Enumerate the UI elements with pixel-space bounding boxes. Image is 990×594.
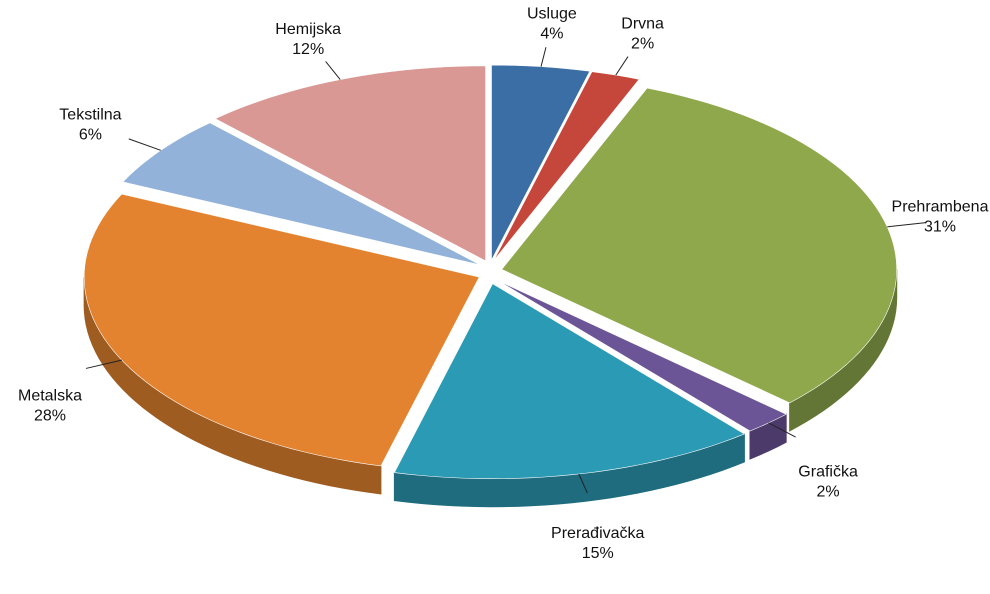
slice bbox=[83, 193, 480, 467]
slice-label: Metalska bbox=[18, 388, 82, 405]
slice-value-label: 28% bbox=[34, 408, 66, 425]
slice-label: Drvna bbox=[621, 16, 664, 33]
slice-label: Prerađivačka bbox=[551, 525, 644, 542]
slice-label: Prehrambena bbox=[892, 199, 989, 216]
slice-label: Tekstilna bbox=[59, 106, 121, 123]
leader-line bbox=[615, 56, 629, 76]
slice-value-label: 2% bbox=[631, 36, 654, 53]
slice bbox=[393, 283, 746, 480]
leader-line bbox=[768, 422, 796, 438]
slice-value-label: 31% bbox=[924, 219, 956, 236]
slice-value-label: 15% bbox=[582, 545, 614, 562]
slice-label: Grafička bbox=[798, 463, 858, 480]
slice-value-label: 6% bbox=[79, 126, 102, 143]
slice-value-label: 12% bbox=[292, 41, 324, 58]
slice-value-label: 2% bbox=[817, 483, 840, 500]
slice-label: Usluge bbox=[527, 5, 577, 22]
leader-line bbox=[325, 61, 341, 80]
slice-label: Hemijska bbox=[275, 21, 341, 38]
slice bbox=[122, 122, 481, 266]
leader-line bbox=[887, 222, 926, 228]
leader-line bbox=[578, 473, 588, 494]
leader-line bbox=[540, 47, 547, 67]
slice-value-label: 4% bbox=[540, 25, 563, 42]
leader-line bbox=[85, 359, 122, 369]
leader-line bbox=[128, 138, 161, 151]
